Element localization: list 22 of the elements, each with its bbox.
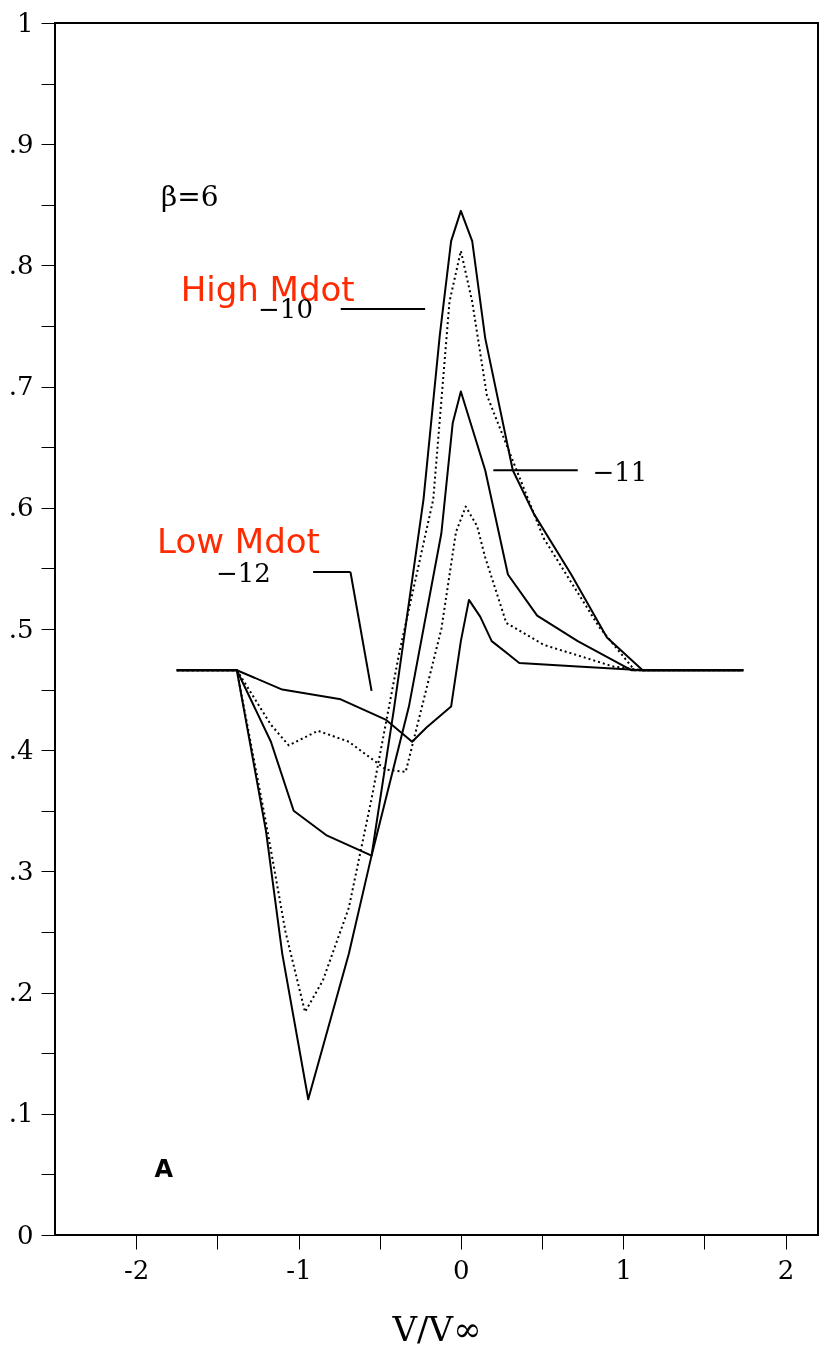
y-tick-label: .6 [8, 492, 34, 523]
y-tick-label: .9 [8, 128, 34, 159]
x-tick-label: 1 [615, 1254, 632, 1285]
annotation: A [154, 1154, 174, 1183]
x-tick-label: -2 [124, 1254, 150, 1285]
x-axis-title: V/V∞ [391, 1308, 482, 1349]
y-tick-label: .7 [8, 371, 34, 402]
y-tick-label: .8 [8, 249, 34, 280]
y-tick-label: 1 [16, 7, 34, 38]
y-tick-label: .4 [8, 734, 34, 765]
y-tick-label: .1 [8, 1098, 34, 1129]
annotation: β=6 [161, 179, 219, 213]
annotation: Low Mdot [157, 520, 320, 561]
y-tick-label: .3 [8, 855, 34, 886]
x-tick-label: -1 [286, 1254, 312, 1285]
annotation: −11 [592, 456, 648, 487]
y-tick-label: .5 [8, 613, 34, 644]
x-tick-label: 0 [453, 1254, 470, 1285]
x-tick-label: 2 [777, 1254, 795, 1285]
y-tick-label: 0 [16, 1219, 34, 1250]
y-tick-label: .2 [8, 977, 34, 1008]
annotation: −12 [215, 558, 271, 589]
